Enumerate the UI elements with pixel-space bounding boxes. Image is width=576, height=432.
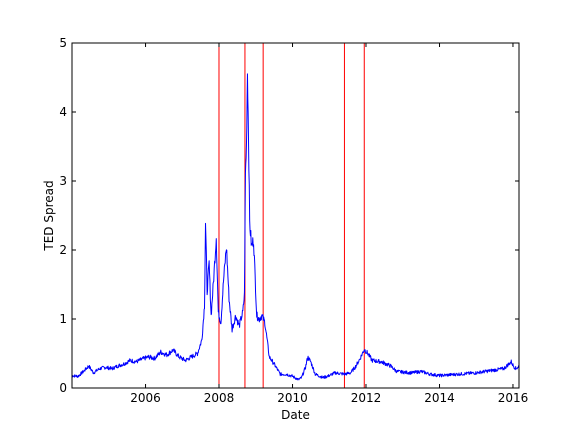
y-tick-label: 2 bbox=[59, 243, 67, 257]
y-tick-label: 0 bbox=[59, 381, 67, 395]
y-tick-label: 1 bbox=[59, 312, 67, 326]
ted-spread-series-line bbox=[71, 73, 520, 381]
y-axis-ticks: 0 1 2 3 4 5 bbox=[59, 36, 519, 395]
x-axis-ticks: 2006 2008 2010 2012 2014 2016 bbox=[130, 43, 528, 405]
plot-area bbox=[72, 43, 519, 388]
x-tick-label: 2008 bbox=[204, 391, 235, 405]
x-axis-label: Date bbox=[281, 408, 310, 422]
x-tick-label: 2010 bbox=[277, 391, 308, 405]
y-tick-label: 4 bbox=[59, 105, 67, 119]
x-tick-label: 2014 bbox=[424, 391, 455, 405]
plot-frame bbox=[71, 42, 520, 389]
y-tick-label: 3 bbox=[59, 174, 67, 188]
series-layer bbox=[71, 73, 520, 381]
x-tick-label: 2012 bbox=[351, 391, 382, 405]
y-axis-label: TED Spread bbox=[42, 180, 56, 251]
x-tick-label: 2016 bbox=[498, 391, 529, 405]
x-tick-label: 2006 bbox=[130, 391, 161, 405]
y-tick-label: 5 bbox=[59, 36, 67, 50]
